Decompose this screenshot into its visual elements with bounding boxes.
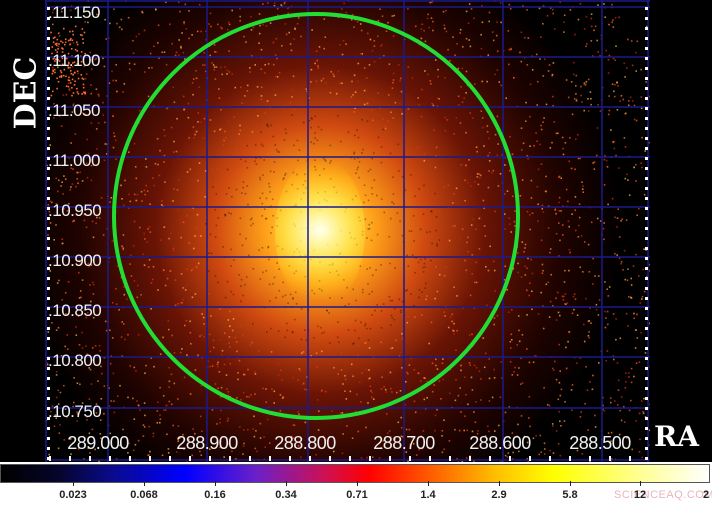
x-tick-label: 288.600 [469, 433, 531, 453]
colorbar-tick-label: 12 [633, 489, 647, 501]
colorbar [0, 464, 710, 483]
watermark: SCIENCEAQ.COM [614, 489, 712, 501]
colorbar-tick-label: 1.4 [420, 489, 436, 501]
y-tick-label: 10.850 [48, 302, 102, 319]
x-tick-label: 288.500 [569, 433, 631, 453]
sky-image [45, 0, 650, 462]
y-axis-title: DEC [8, 56, 44, 130]
colorbar-tick-label: 0.34 [275, 489, 297, 501]
colorbar-tick-mark [73, 481, 74, 486]
x-tick-label: 288.900 [176, 433, 238, 453]
colorbar-tick-mark [286, 481, 287, 486]
colorbar-tick-mark [215, 481, 216, 486]
y-tick-label: 10.750 [48, 403, 102, 420]
x-tick-label: 288.700 [373, 433, 435, 453]
colorbar-tick-mark [570, 481, 571, 486]
y-tick-label: 11.000 [48, 152, 100, 169]
x-tick-label: 289.000 [67, 433, 129, 453]
colorbar-tick-label: 5.8 [562, 489, 578, 501]
colorbar-end-label: 2 [703, 489, 710, 501]
x-tick-label: 288.800 [274, 433, 336, 453]
colorbar-tick-mark [144, 481, 145, 486]
y-tick-label: 10.800 [48, 352, 102, 369]
y-tick-label: 11.050 [48, 102, 100, 119]
colorbar-tick-label: 0.023 [59, 489, 87, 501]
colorbar-tick-mark [357, 481, 358, 486]
coordinate-grid [45, 0, 650, 462]
y-tick-label: 11.150 [48, 4, 100, 21]
y-tick-label: 10.900 [48, 252, 102, 269]
y-tick-label: 11.100 [48, 52, 100, 69]
y-tick-label: 10.950 [48, 202, 102, 219]
x-axis-title: RA [654, 420, 699, 453]
colorbar-tick-mark [428, 481, 429, 486]
extraction-region-circle [112, 12, 520, 420]
colorbar-tick-mark [499, 481, 500, 486]
colorbar-tick-label: 2.9 [491, 489, 507, 501]
colorbar-tick-label: 0.71 [346, 489, 368, 501]
colorbar-tick-label: 0.16 [204, 489, 226, 501]
colorbar-tick-label: 0.068 [130, 489, 158, 501]
colorbar-tick-mark [640, 481, 641, 486]
